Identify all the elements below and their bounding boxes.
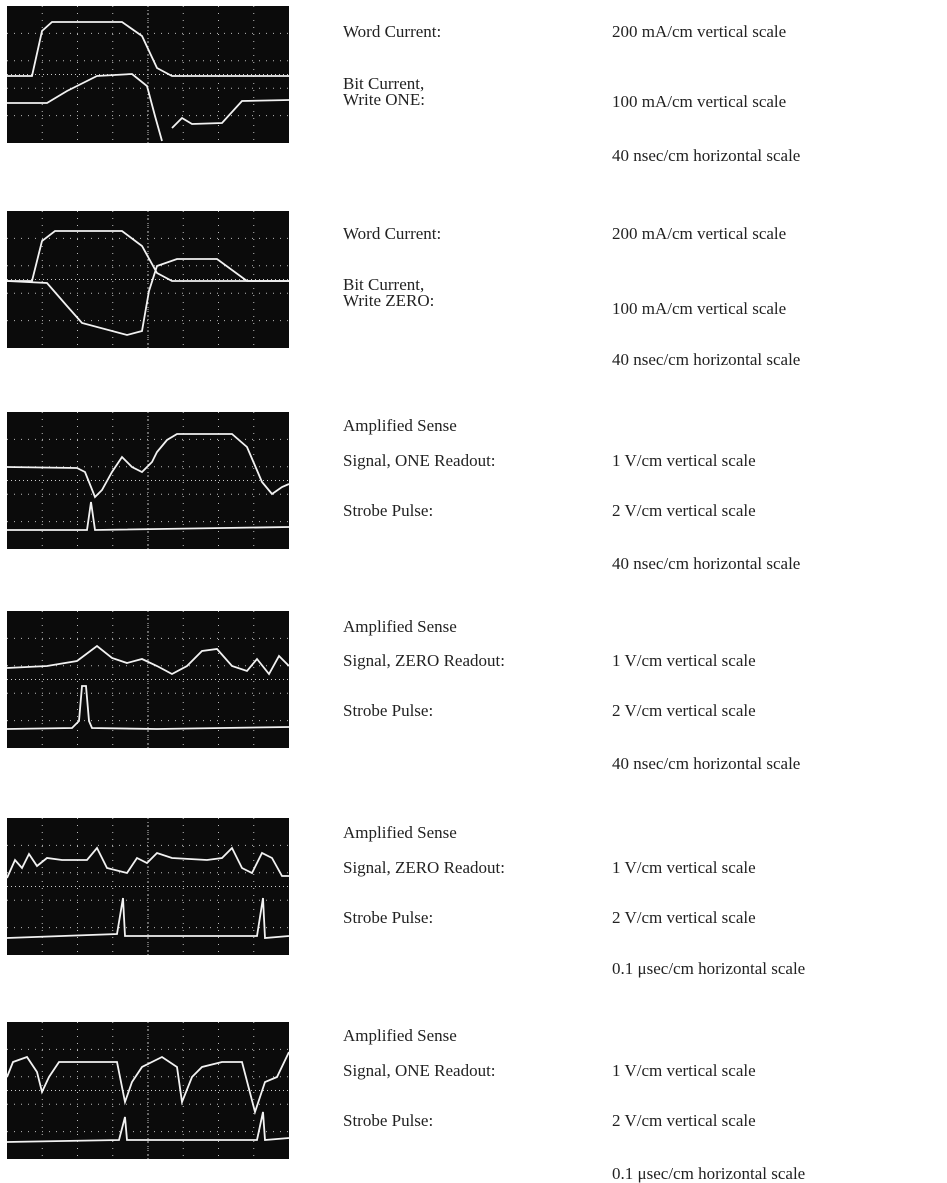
scale-label: 100 mA/cm vertical scale bbox=[612, 299, 786, 318]
scale-label: 200 mA/cm vertical scale bbox=[612, 224, 786, 243]
signal-label: Amplified Sense bbox=[343, 617, 457, 636]
scale-label: 0.1 μsec/cm horizontal scale bbox=[612, 1164, 805, 1183]
signal-label: Write ONE: bbox=[343, 90, 425, 109]
signal-label: Amplified Sense bbox=[343, 823, 457, 842]
scale-label: 100 mA/cm vertical scale bbox=[612, 92, 786, 111]
scale-label: 2 V/cm vertical scale bbox=[612, 1111, 756, 1130]
signal-label: Word Current: bbox=[343, 22, 441, 41]
scale-label: 2 V/cm vertical scale bbox=[612, 701, 756, 720]
signal-label: Signal, ZERO Readout: bbox=[343, 651, 505, 670]
scale-label: 1 V/cm vertical scale bbox=[612, 858, 756, 877]
scale-label: 1 V/cm vertical scale bbox=[612, 651, 756, 670]
signal-label: Write ZERO: bbox=[343, 291, 434, 310]
scope-photos bbox=[7, 6, 289, 1159]
signal-label: Strobe Pulse: bbox=[343, 908, 433, 927]
signal-label: Signal, ONE Readout: bbox=[343, 451, 496, 470]
signal-label: Amplified Sense bbox=[343, 416, 457, 435]
page: Word Current:Bit Current,Write ONE:200 m… bbox=[0, 0, 947, 1183]
scale-label: 40 nsec/cm horizontal scale bbox=[612, 146, 800, 165]
scope-photo bbox=[7, 6, 289, 143]
scope-photo bbox=[7, 1022, 289, 1159]
scale-label: 40 nsec/cm horizontal scale bbox=[612, 350, 800, 369]
signal-label: Word Current: bbox=[343, 224, 441, 243]
scale-label: 2 V/cm vertical scale bbox=[612, 501, 756, 520]
signal-label: Amplified Sense bbox=[343, 1026, 457, 1045]
signal-label: Strobe Pulse: bbox=[343, 1111, 433, 1130]
scale-label: 1 V/cm vertical scale bbox=[612, 451, 756, 470]
signal-label: Signal, ONE Readout: bbox=[343, 1061, 496, 1080]
scope-photo bbox=[7, 611, 289, 748]
signal-label: Signal, ZERO Readout: bbox=[343, 858, 505, 877]
scale-label: 0.1 μsec/cm horizontal scale bbox=[612, 959, 805, 978]
scale-label: 2 V/cm vertical scale bbox=[612, 908, 756, 927]
scope-photo bbox=[7, 412, 289, 549]
signal-label: Strobe Pulse: bbox=[343, 701, 433, 720]
scale-label: 40 nsec/cm horizontal scale bbox=[612, 554, 800, 573]
scale-label: 1 V/cm vertical scale bbox=[612, 1061, 756, 1080]
scale-label: 200 mA/cm vertical scale bbox=[612, 22, 786, 41]
scope-photo bbox=[7, 818, 289, 955]
scope-photo bbox=[7, 211, 289, 348]
captions: Word Current:Bit Current,Write ONE:200 m… bbox=[343, 22, 805, 1183]
signal-label: Strobe Pulse: bbox=[343, 501, 433, 520]
scale-label: 40 nsec/cm horizontal scale bbox=[612, 754, 800, 773]
